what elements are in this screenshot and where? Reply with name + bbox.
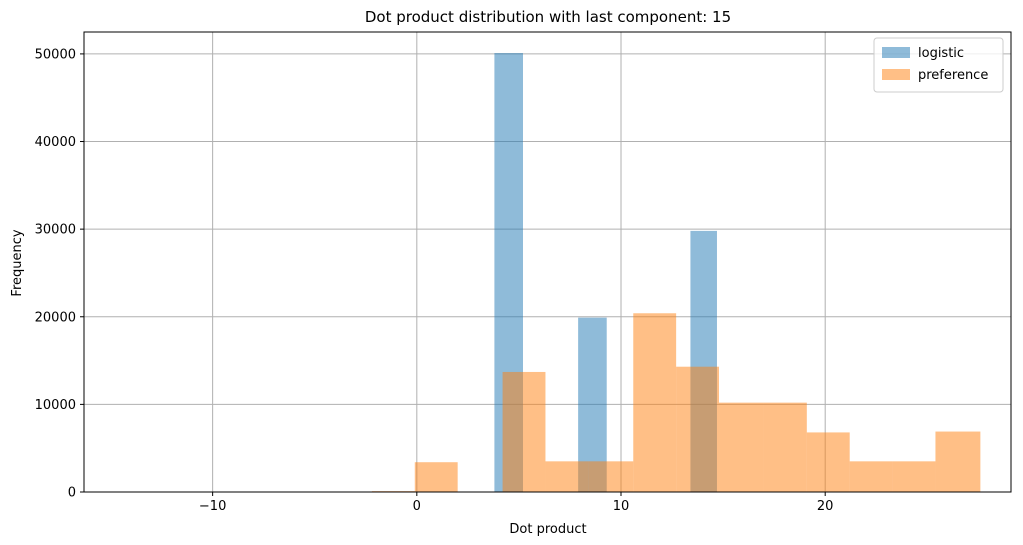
bar-preference [545,461,589,492]
bars-layer [371,53,981,493]
legend-swatch-logistic [882,47,910,58]
bar-preference [806,432,850,492]
y-ticks: 0 10000 20000 30000 40000 50000 [35,47,84,501]
y-tick-label: 30000 [35,223,76,238]
bar-preference [935,431,981,492]
y-tick-label: 10000 [35,398,76,413]
bar-preference [502,371,546,492]
legend-label-logistic: logistic [918,46,964,61]
bar-preference [414,462,458,492]
y-tick-label: 50000 [35,47,76,62]
x-tick-label: 10 [613,499,630,514]
grid-lines [84,32,1011,493]
legend: logistic preference [873,37,1004,93]
legend-swatch-preference [882,69,910,80]
bar-preference [849,461,893,492]
bar-preference [676,366,720,492]
y-tick-label: 20000 [35,310,76,325]
x-ticks: −10 0 10 20 [199,492,834,514]
bar-preference [763,402,807,492]
bar-preference [892,461,936,492]
x-tick-label: 0 [413,499,421,514]
x-tick-label: −10 [199,499,226,514]
bar-preference [719,402,764,492]
y-tick-label: 0 [68,486,76,501]
bar-preference [633,313,677,492]
chart-title: Dot product distribution with last compo… [365,8,731,26]
axes-frame [83,31,1012,493]
legend-label-preference: preference [918,68,988,83]
y-axis-label: Frequency [10,229,25,296]
x-tick-label: 20 [817,499,834,514]
x-axis-label: Dot product [509,522,586,537]
y-tick-label: 40000 [35,135,76,150]
bar-preference [588,461,634,492]
